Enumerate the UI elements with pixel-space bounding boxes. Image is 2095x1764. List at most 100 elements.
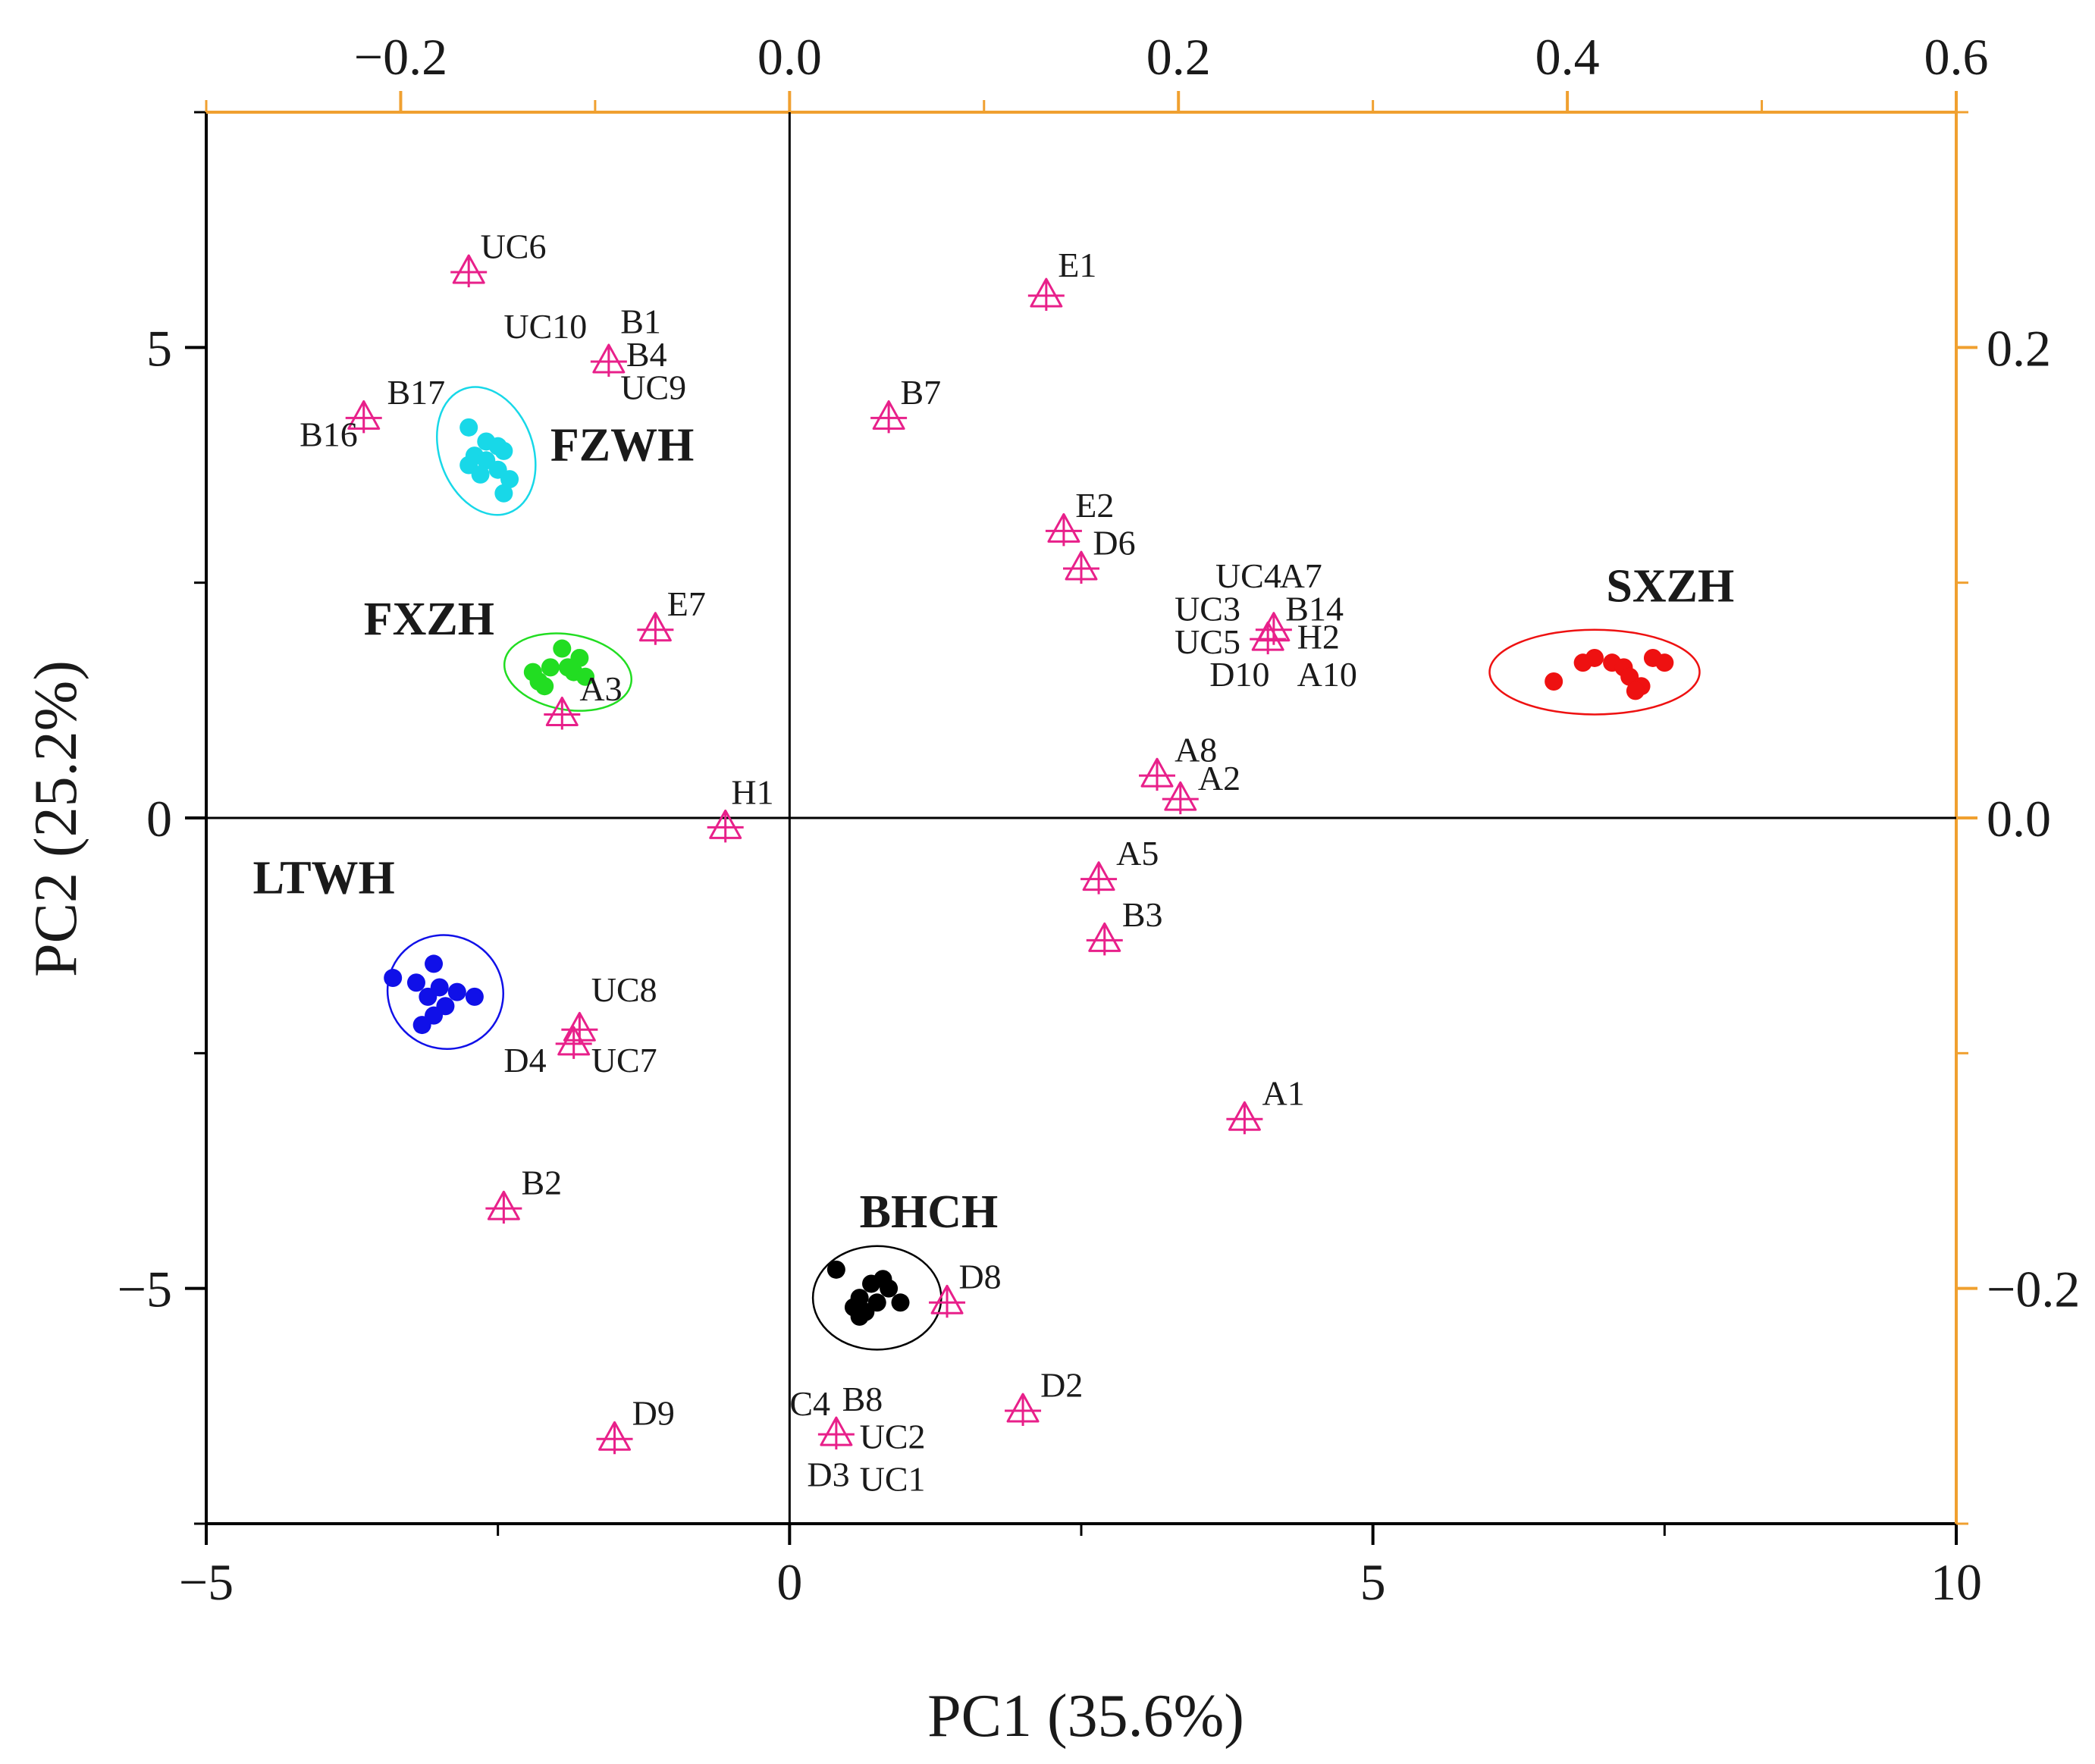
sxzh-point [1626,681,1645,700]
loading-marker [1005,1393,1042,1427]
x-tick-label: 5 [1360,1553,1386,1611]
top-tick-label: 0.2 [1146,28,1211,86]
x-tick-label: 10 [1930,1553,1982,1611]
loading-label: A5 [1116,834,1159,873]
fzwh-point [500,470,519,489]
loading-label: A3 [579,669,622,708]
loading-markers [345,254,1292,1455]
loading-label: H1 [731,772,773,811]
loading-marker [1139,757,1176,791]
loading-marker [637,612,674,645]
fzwh-point [494,441,513,460]
loading-marker [345,399,382,434]
loading-marker [929,1284,966,1318]
loading-label: B3 [1122,895,1163,934]
loading-label: D2 [1040,1365,1083,1404]
fzwh-point [471,465,490,484]
loading-label: A10 [1297,655,1357,694]
loading-label: UC10 [503,307,587,346]
top-tick-label: 0.4 [1535,28,1600,86]
x-tick-label: −5 [179,1553,234,1611]
group-points [384,418,1674,1326]
ltwh-point [447,982,466,1001]
loading-label: UC6 [481,227,547,265]
loading-marker [544,696,581,730]
fzwh-ellipse [436,386,537,516]
loading-label: D4 [503,1041,546,1079]
loading-label: D6 [1093,523,1135,562]
loading-label: A1 [1262,1074,1304,1113]
ltwh-point [412,1016,431,1035]
loading-label: E7 [667,584,706,623]
fxzh-point [576,667,595,686]
loading-label: E2 [1075,486,1114,525]
fzwh-point [459,418,478,437]
loading-label: B4 [626,335,667,374]
ltwh-group-label: LTWH [253,852,395,904]
loading-label: B17 [387,373,445,412]
loading-label: B1 [620,302,661,341]
loading-marker [1045,512,1082,547]
loading-label: UC5 [1175,622,1240,661]
loading-label: UC7 [591,1041,657,1079]
loading-label: UC1 [860,1460,926,1499]
bhch-group-label: BHCH [860,1186,999,1238]
loading-label: D3 [807,1455,849,1493]
loading-marker [1027,277,1065,312]
loading-marker [1226,1101,1263,1135]
sxzh-point [1655,653,1674,672]
loading-marker [1063,550,1099,584]
loading-marker [1250,621,1287,655]
bhch-point [826,1260,845,1279]
ltwh-point [406,973,425,992]
loading-label: B8 [842,1380,883,1418]
sxzh-point [1585,648,1604,667]
loading-label: A7 [1280,556,1322,595]
group-ellipses [386,386,1701,1351]
top-tick-label: −0.2 [354,28,447,86]
fxzh-group-label: FXZH [364,594,494,645]
x-tick-label: 0 [776,1553,802,1611]
fxzh-point [558,658,577,677]
fzwh-point [494,484,513,503]
loading-label: D8 [958,1258,1001,1296]
loading-label: UC4 [1215,556,1281,595]
sxzh-point [1545,672,1563,691]
loading-marker [450,254,488,288]
loading-label: H2 [1297,618,1340,656]
right-tick-label: 0.2 [1987,319,2051,377]
loading-marker [596,1421,633,1455]
loading-marker [707,809,744,843]
loading-label: B2 [521,1164,562,1202]
ltwh-point [419,987,438,1006]
bhch-point [891,1293,910,1312]
ltwh-point [465,987,484,1006]
loading-marker [555,1026,592,1059]
loading-label: B14 [1285,589,1344,628]
loading-label: UC3 [1175,589,1240,628]
loading-marker [485,1190,522,1224]
y-tick-label: 5 [146,319,172,377]
plot-frame [205,111,1958,1525]
ltwh-ellipse [386,934,505,1050]
top-tick-label: 0.0 [757,28,822,86]
loading-label: E1 [1058,246,1096,284]
right-tick-label: −0.2 [1987,1261,2080,1318]
loading-marker [1086,922,1123,956]
loading-label: UC2 [860,1418,926,1456]
loading-label: A2 [1198,759,1240,797]
right-tick-label: 0.0 [1987,790,2051,848]
ltwh-point [384,969,403,988]
loading-marker [870,399,908,434]
sxzh-group-label: SXZH [1606,560,1734,612]
fxzh-point [541,658,560,677]
y-tick-label: −5 [118,1261,172,1318]
loading-marker [817,1416,855,1450]
loading-label: D10 [1209,655,1269,694]
fxzh-point [553,639,572,658]
fzwh-group-label: FZWH [550,419,694,471]
fxzh-point [535,677,554,696]
loading-label: C4 [789,1384,830,1423]
axis-ticks: −5 0 5 10 −5 0 5 −0.2 0.0 0.2 0.4 0.6 −0.2 0.0 0.2 [118,28,2081,1611]
